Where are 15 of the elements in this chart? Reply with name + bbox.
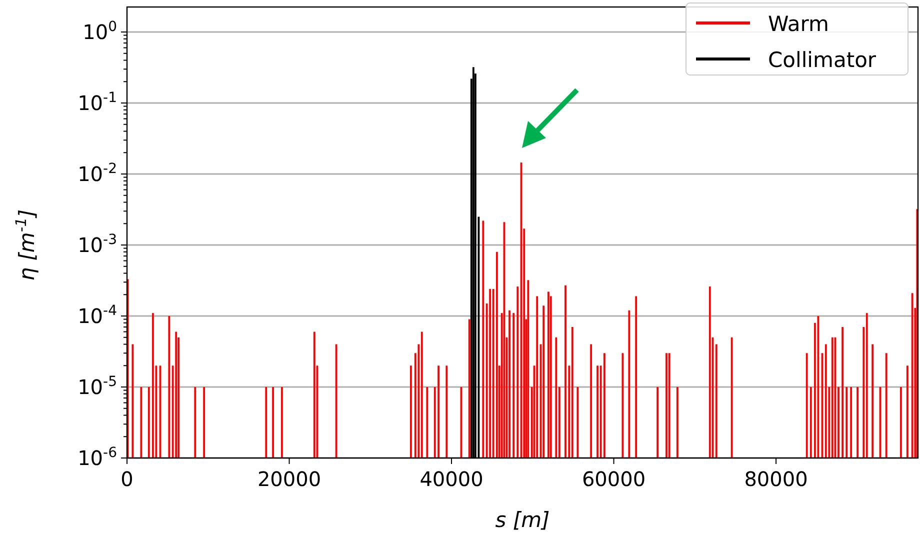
x-tick-label: 0 (120, 467, 134, 491)
y-tick-label: 10$^{-2}$ (78, 161, 117, 186)
x-tick-label: 60000 (582, 467, 646, 491)
y-tick-label: 10$^{-4}$ (78, 303, 118, 328)
x-axis-title: s [m] (495, 508, 550, 532)
y-tick-label: 10$^{-5}$ (78, 374, 117, 399)
y-tick-label: 10$^{-1}$ (78, 90, 117, 115)
x-tick-label: 40000 (420, 467, 484, 491)
y-tick-label: 10$^{-6}$ (78, 445, 118, 470)
legend-label: Warm (768, 12, 830, 36)
y-tick-label: 10$^{0}$ (82, 19, 117, 44)
x-tick-label: 20000 (257, 467, 322, 491)
legend-label: Collimator (768, 48, 876, 72)
x-tick-label: 80000 (744, 467, 808, 491)
y-tick-label: 10$^{-3}$ (78, 232, 117, 257)
